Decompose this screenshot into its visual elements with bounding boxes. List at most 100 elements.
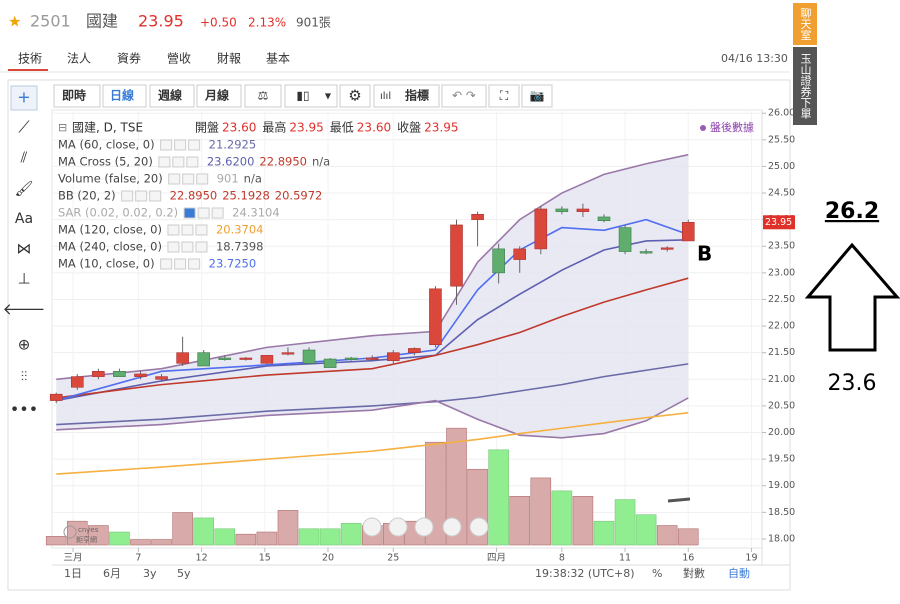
button-label: 月線 xyxy=(204,88,229,103)
fib-tool[interactable]: ⫽ xyxy=(20,149,28,167)
indicator-control[interactable] xyxy=(160,139,173,151)
button[interactable] xyxy=(373,84,440,108)
tab[interactable]: 資券 xyxy=(117,51,141,66)
range-button[interactable]: 5y xyxy=(177,567,191,580)
zoom-tool[interactable]: ⊕ xyxy=(18,336,31,354)
chat-button[interactable] xyxy=(793,3,817,45)
volume-bar xyxy=(677,528,699,546)
indicator-control[interactable] xyxy=(167,241,180,253)
zoom-button[interactable] xyxy=(388,517,408,537)
indicator-control[interactable] xyxy=(121,190,134,202)
range-button[interactable]: 1日 xyxy=(64,567,82,580)
indicator-control[interactable] xyxy=(168,173,181,185)
button[interactable] xyxy=(284,84,338,108)
range-button[interactable]: 6月 xyxy=(103,567,121,580)
indicator-control[interactable] xyxy=(195,224,208,236)
indicator-name: SAR (0.02, 0.02, 0.2) xyxy=(58,206,178,220)
back-tool[interactable]: 🡐 xyxy=(3,300,46,319)
indicator-control[interactable] xyxy=(158,156,171,168)
indicator-control[interactable] xyxy=(183,207,196,219)
more-tools[interactable]: ••• xyxy=(10,400,38,419)
indicator-control[interactable] xyxy=(186,156,199,168)
y-tick-label: 21.50 xyxy=(768,347,795,358)
star-icon[interactable]: ★ xyxy=(8,13,21,31)
indicator-control[interactable] xyxy=(188,139,201,151)
indicator-name: MA Cross (5, 20) xyxy=(58,155,153,169)
indicator-control[interactable] xyxy=(149,190,162,202)
button[interactable] xyxy=(244,84,282,108)
log-toggle[interactable]: 對數 xyxy=(683,566,705,580)
percent-toggle[interactable]: % xyxy=(652,567,662,580)
brush-tool[interactable]: 🖌 xyxy=(14,180,33,198)
after-hours[interactable]: 盤後數據 xyxy=(710,120,754,134)
collapse-icon: ⊟ xyxy=(58,121,67,134)
volume-bar xyxy=(319,528,341,546)
indicator-control[interactable] xyxy=(181,241,194,253)
tab[interactable]: 技術 xyxy=(18,52,42,66)
indicator-name: MA (240, close, 0) xyxy=(58,240,162,254)
candle-body xyxy=(281,352,295,355)
ohlc-value: 23.95 xyxy=(424,121,458,135)
ohlc-label: 最低 xyxy=(330,121,354,135)
x-tick-label: 三月 xyxy=(64,553,83,564)
indicator-control[interactable] xyxy=(188,258,201,270)
range-button[interactable]: 3y xyxy=(143,567,157,580)
tab[interactable]: 營收 xyxy=(167,52,191,66)
button[interactable] xyxy=(53,84,101,108)
button[interactable] xyxy=(488,84,520,108)
button[interactable] xyxy=(441,84,487,108)
volume-bar xyxy=(235,533,257,546)
button[interactable] xyxy=(149,84,195,108)
zoom-button[interactable] xyxy=(362,517,382,537)
volume-bar xyxy=(530,477,552,546)
ohlc-label: 最高 xyxy=(262,120,286,135)
candle-body xyxy=(344,357,358,360)
indicator-control[interactable] xyxy=(195,241,208,253)
button[interactable] xyxy=(521,84,553,108)
trade-button[interactable] xyxy=(793,47,817,125)
line-tool[interactable]: ⟋ xyxy=(18,118,30,137)
indicator-reading: n/a xyxy=(312,155,330,169)
tab[interactable]: 財報 xyxy=(217,51,241,66)
indicator-control[interactable] xyxy=(181,224,194,236)
button[interactable] xyxy=(102,84,147,108)
indicator-control[interactable] xyxy=(160,258,173,270)
button-label: 週線 xyxy=(158,88,182,103)
zoom-button[interactable] xyxy=(414,517,434,537)
y-tick-label: 20.50 xyxy=(768,400,795,411)
indicator-reading: 24.3104 xyxy=(232,206,280,220)
indicator-reading: 25.1928 xyxy=(222,189,270,203)
button[interactable] xyxy=(196,84,242,108)
magnet-tool[interactable]: ⫶⫶ xyxy=(21,370,28,385)
indicator-control[interactable] xyxy=(182,173,195,185)
measure-tool[interactable]: ⊥ xyxy=(17,270,30,288)
indicator-line xyxy=(56,277,689,399)
indicator-control[interactable] xyxy=(197,207,210,219)
indicator-reading: n/a xyxy=(244,172,262,186)
after-hours-dot xyxy=(700,125,706,131)
indicator-control[interactable] xyxy=(167,224,180,236)
indicator-reading: 22.8950 xyxy=(259,155,307,169)
button[interactable] xyxy=(339,84,371,108)
pattern-tool[interactable]: ⋈ xyxy=(17,240,32,258)
candle-body xyxy=(260,355,274,364)
settings-icon: ⚙ xyxy=(348,87,361,105)
text-tool[interactable]: Aa xyxy=(15,211,33,227)
tab[interactable]: 基本 xyxy=(266,52,290,66)
indicator-control[interactable] xyxy=(174,139,187,151)
volume-bar xyxy=(214,528,236,546)
indicator-control[interactable] xyxy=(211,207,224,219)
y-tick-label: 25.50 xyxy=(768,134,795,145)
y-tick-label: 19.50 xyxy=(768,454,795,465)
indicator-control[interactable] xyxy=(135,190,148,202)
indicator-control[interactable] xyxy=(172,156,185,168)
tab[interactable]: 法人 xyxy=(67,52,91,66)
volume-bar xyxy=(172,512,193,546)
indicator-control[interactable] xyxy=(174,258,187,270)
auto-toggle[interactable]: 自動 xyxy=(728,566,750,580)
tab-underline xyxy=(8,69,48,71)
indicator-control[interactable] xyxy=(196,173,209,185)
zoom-button[interactable] xyxy=(442,517,462,537)
cursor-tool[interactable] xyxy=(10,85,38,111)
zoom-button[interactable] xyxy=(469,517,489,537)
